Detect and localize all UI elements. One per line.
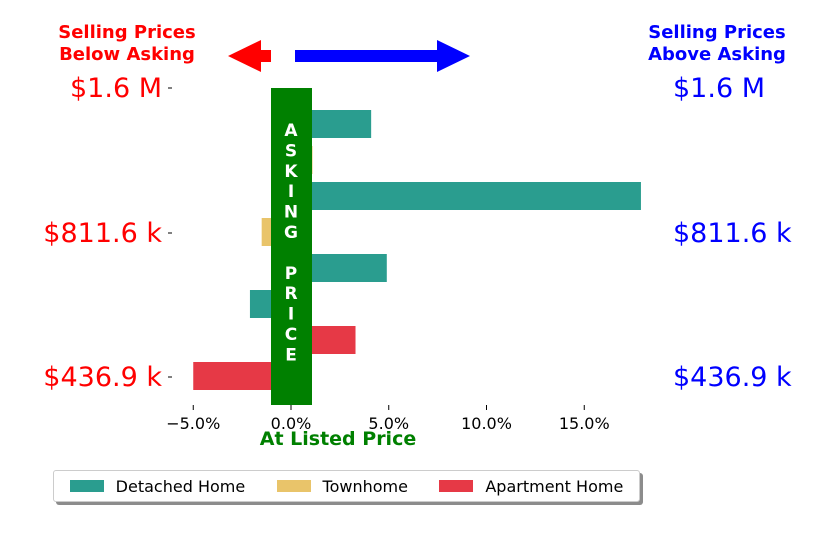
left-price-label-3: $436.9 k: [43, 362, 162, 393]
header-below-asking-line2: Below Asking: [59, 44, 195, 65]
x-tick-label-5: 15.0%: [559, 414, 610, 433]
left-price-labels: $1.6 M $811.6 k $436.9 k: [43, 73, 172, 393]
bars-layer: [193, 110, 641, 390]
legend-item-townhome: Townhome: [276, 476, 408, 496]
x-axis: −5.0% 0.0% 5.0% 10.0% 15.0%: [166, 405, 610, 433]
banner-letter-4: I: [288, 182, 294, 202]
banner-letter-8: P: [285, 264, 297, 284]
banner-letter-12: E: [285, 345, 297, 365]
legend: Detached Home Townhome Apartment Home: [53, 470, 640, 502]
legend-label-townhome: Townhome: [322, 476, 408, 496]
legend-item-detached-home: Detached Home: [69, 476, 246, 496]
banner-letter-9: R: [284, 284, 297, 304]
header-below-asking-line1: Selling Prices: [58, 22, 195, 43]
banner-letter-11: C: [285, 325, 297, 345]
left-price-label-1: $1.6 M: [70, 73, 162, 104]
banner-letter-5: N: [284, 203, 298, 223]
x-tick-label-3: 5.0%: [368, 414, 409, 433]
banner-letter-6: G: [284, 223, 298, 243]
x-tick-label-4: 10.0%: [461, 414, 512, 433]
left-arrow-icon: [228, 40, 271, 72]
right-price-label-3: $436.9 k: [673, 362, 792, 393]
right-price-labels: $1.6 M $811.6 k $436.9 k: [673, 73, 792, 393]
header-above-asking-line2: Above Asking: [648, 44, 786, 65]
banner-letter-2: S: [285, 141, 297, 161]
banner-letter-1: A: [284, 121, 298, 141]
asking-price-banner: [271, 88, 312, 405]
right-arrow-icon: [295, 40, 470, 72]
x-tick-label-1: −5.0%: [166, 414, 220, 433]
left-price-label-2: $811.6 k: [43, 218, 162, 249]
right-price-label-1: $1.6 M: [673, 73, 765, 104]
header-above-asking-line1: Selling Prices: [648, 22, 785, 43]
legend-label-detached-home: Detached Home: [115, 476, 246, 496]
x-axis-label: At Listed Price: [260, 428, 416, 450]
right-price-label-2: $811.6 k: [673, 218, 792, 249]
legend-swatch-townhome: [276, 480, 311, 492]
legend-label-apartment-home: Apartment Home: [485, 476, 624, 496]
legend-swatch-apartment-home: [439, 480, 474, 492]
bar-group1-bar3: [291, 182, 641, 210]
banner-letter-3: K: [284, 162, 298, 182]
x-tick-label-2: 0.0%: [271, 414, 312, 433]
banner-letter-10: I: [288, 305, 294, 325]
legend-swatch-detached-home: [69, 480, 104, 492]
legend-item-apartment-home: Apartment Home: [439, 477, 623, 496]
